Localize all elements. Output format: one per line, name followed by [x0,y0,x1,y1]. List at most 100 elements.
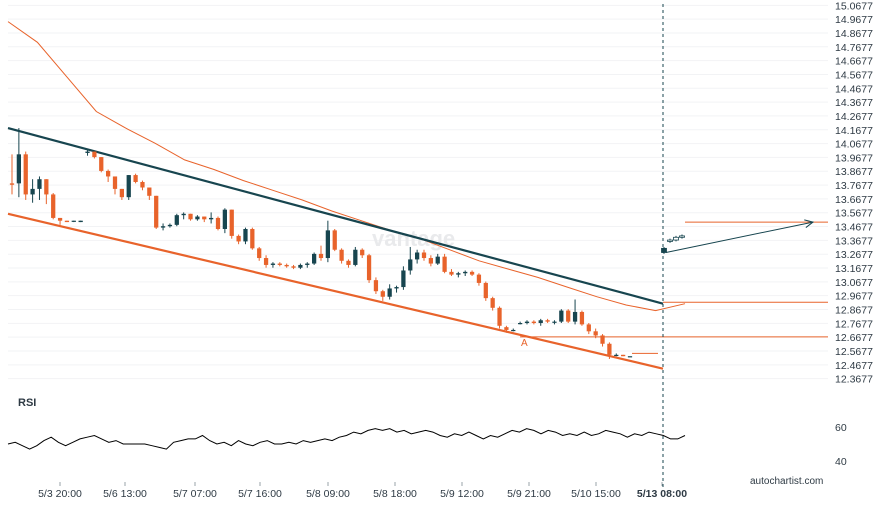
candle-body [112,176,118,189]
candle-body [92,151,97,158]
candle-body [140,181,145,188]
rsi-tick-label: 60 [835,422,847,434]
y-tick-label: 14.9677 [835,14,873,26]
candle-body [401,270,406,288]
y-tick-label: 12.9677 [835,291,873,303]
rsi-panel: 60 40 [7,422,847,468]
candle-body [37,179,42,189]
rsi-line [7,428,686,450]
candle-body [229,209,234,236]
candle-body [442,256,447,272]
y-tick-label: 15.0677 [835,0,873,12]
candle-body [497,307,502,326]
y-tick-label: 14.7677 [835,42,873,54]
candle-body [222,209,227,229]
forecast-candle [679,235,685,238]
candle-body [366,255,372,281]
candle-body [360,249,365,256]
candle-body [545,320,550,322]
candle-body [415,252,420,260]
candle-body [373,280,379,292]
candle-body [71,220,76,222]
y-tick-label: 12.4677 [835,360,873,372]
candle-body [257,248,262,259]
forecast [661,219,815,254]
candle-body [353,249,358,265]
candle-body [133,175,138,182]
candle-body [312,253,317,264]
y-tick-label: 13.7677 [835,180,873,192]
candle-body [538,320,543,324]
candle-body [154,195,159,228]
x-tick-label: 5/9 21:00 [507,488,551,500]
candle-body [621,354,626,357]
candles [9,128,633,359]
y-tick-label: 13.1677 [835,263,873,275]
candle-body [380,291,385,297]
y-axis: 15.0677 14.9677 14.8677 14.7677 14.667714.56… [835,0,873,385]
y-tick-label: 13.4677 [835,222,873,234]
candle-body [57,217,63,221]
candle-body [51,194,56,218]
moving-average [7,21,686,312]
candle-body [44,179,49,195]
candle-body [78,220,83,223]
candle-body [627,356,633,358]
candle-body [408,259,413,271]
candle-body [64,220,70,223]
candle-body [339,249,344,261]
y-tick-label: 12.7677 [835,318,873,330]
x-axis: 5/3 20:00 5/6 13:00 5/7 07:00 5/7 16:00 5/8 … [38,482,687,500]
candle-body [421,252,427,259]
x-tick-label: 5/10 15:00 [571,488,621,500]
candle-body [531,321,536,324]
y-tick-label: 12.3677 [835,374,873,386]
y-tick-label: 13.0677 [835,277,873,289]
candle-body [298,264,303,268]
candle-body [215,217,221,229]
point-label-a: A [521,338,528,349]
candle-body [9,183,15,185]
forecast-arrow-line [665,221,814,253]
candle-body [476,274,482,283]
x-tick-label: 5/3 20:00 [38,488,82,500]
candle-body [504,327,509,330]
price-levels [520,221,828,354]
y-tick-label: 13.6677 [835,194,873,206]
candle-body [250,228,255,249]
grid [8,4,828,380]
candle-body [209,217,214,220]
candle-body [566,310,571,322]
y-tick-label: 14.0677 [835,139,873,151]
candle-body [435,256,440,264]
candle-body [277,263,282,265]
y-tick-label: 14.8677 [835,28,873,40]
forecast-arrow-head [804,219,815,228]
candle-body [579,311,585,325]
candle-body [524,321,530,324]
candle-body [456,273,461,275]
candle-body [99,157,104,171]
candle-body [559,310,564,322]
candle-body [160,226,166,228]
y-tick-label: 14.4677 [835,83,873,95]
y-tick-label: 13.5677 [835,208,873,220]
support-line [7,212,664,370]
rsi-tick-label: 40 [835,456,847,468]
x-tick-label: 5/6 13:00 [103,488,147,500]
candle-body [16,154,21,184]
candle-body [202,216,207,220]
candle-body [195,216,200,220]
candle-body [346,260,351,265]
candle-body [449,271,454,275]
x-tick-label: 5/7 07:00 [173,488,217,500]
y-tick-label: 14.6677 [835,56,873,68]
candle-body [483,282,488,299]
x-tick-label: 5/8 18:00 [373,488,417,500]
candle-body [463,271,468,274]
rsi-label: RSI [18,397,36,409]
candle-body [174,215,179,225]
candle-body [572,311,578,322]
y-tick-label: 12.5677 [835,346,873,358]
forecast-candle [673,236,679,241]
